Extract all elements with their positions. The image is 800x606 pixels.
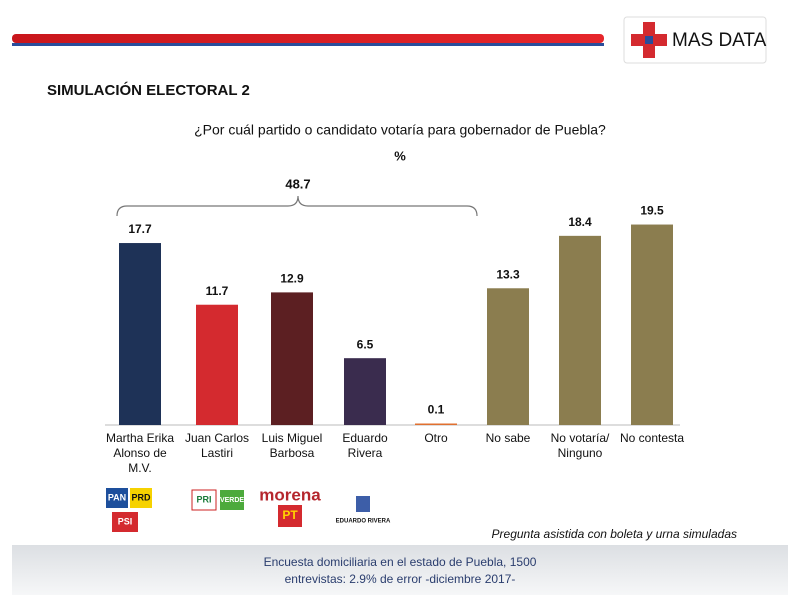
logo: PSI [118,516,133,526]
header-stripe [12,34,604,43]
header-stripe-blue [12,43,604,46]
value-label: 11.7 [206,284,229,298]
bar [344,358,386,425]
party-logos: PAN PRD PSI PRI VERDE morena PT EDUARDO … [106,485,391,532]
logo: VERDE [220,497,244,504]
x-tick-label: M.V. [128,461,152,475]
x-tick-label: Lastiri [201,446,233,460]
x-tick-label: No contesta [620,431,684,445]
value-label: 0.1 [428,403,445,417]
chart-subtitle: ¿Por cuál partido o candidato votaría pa… [194,122,606,138]
x-tick-label: Barbosa [270,446,315,460]
x-tick-label: Eduardo [342,431,388,445]
footer-text: Encuesta domiciliaria en el estado de Pu… [264,555,537,569]
bar [196,304,238,425]
bracket-total: 48.7 [285,176,310,191]
x-tick-label: Alonso de [113,446,167,460]
bar [487,288,529,425]
logo: PRD [131,492,151,502]
logo: PRI [196,494,211,504]
logo: PAN [108,492,126,502]
logo: morena [259,485,321,504]
logo: PT [282,508,298,522]
x-tick-label: Luis Miguel [262,431,323,445]
x-tick-label: Martha Erika [106,431,174,445]
unit: % [394,148,406,163]
bar [631,224,673,425]
value-label: 18.4 [568,215,592,229]
brand-box [623,16,767,64]
x-tick-label: No sabe [486,431,531,445]
footer-band [12,545,788,595]
x-tick-label: Juan Carlos [185,431,249,445]
note: Pregunta asistida con boleta y urna simu… [492,527,737,541]
bar [271,292,313,425]
bar [559,235,601,425]
brand-name: MAS DATA [672,30,767,51]
value-label: 12.9 [280,272,304,286]
bracket [116,195,478,217]
x-tick-label: Rivera [348,446,383,460]
x-tick-label: Ninguno [558,446,603,460]
value-label: 19.5 [640,204,664,218]
chart-title: SIMULACIÓN ELECTORAL 2 [47,81,250,99]
bar [119,243,161,425]
footer-text: entrevistas: 2.9% de error -diciembre 20… [285,572,516,586]
value-label: 6.5 [357,337,374,351]
brand-icon [631,22,667,58]
value-label: 13.3 [496,267,520,281]
x-tick-label: No votaría/ [551,431,610,445]
bar [415,423,457,425]
value-label: 17.7 [128,222,152,236]
x-tick-label: Otro [424,431,448,445]
logo: EDUARDO RIVERA [336,519,391,525]
